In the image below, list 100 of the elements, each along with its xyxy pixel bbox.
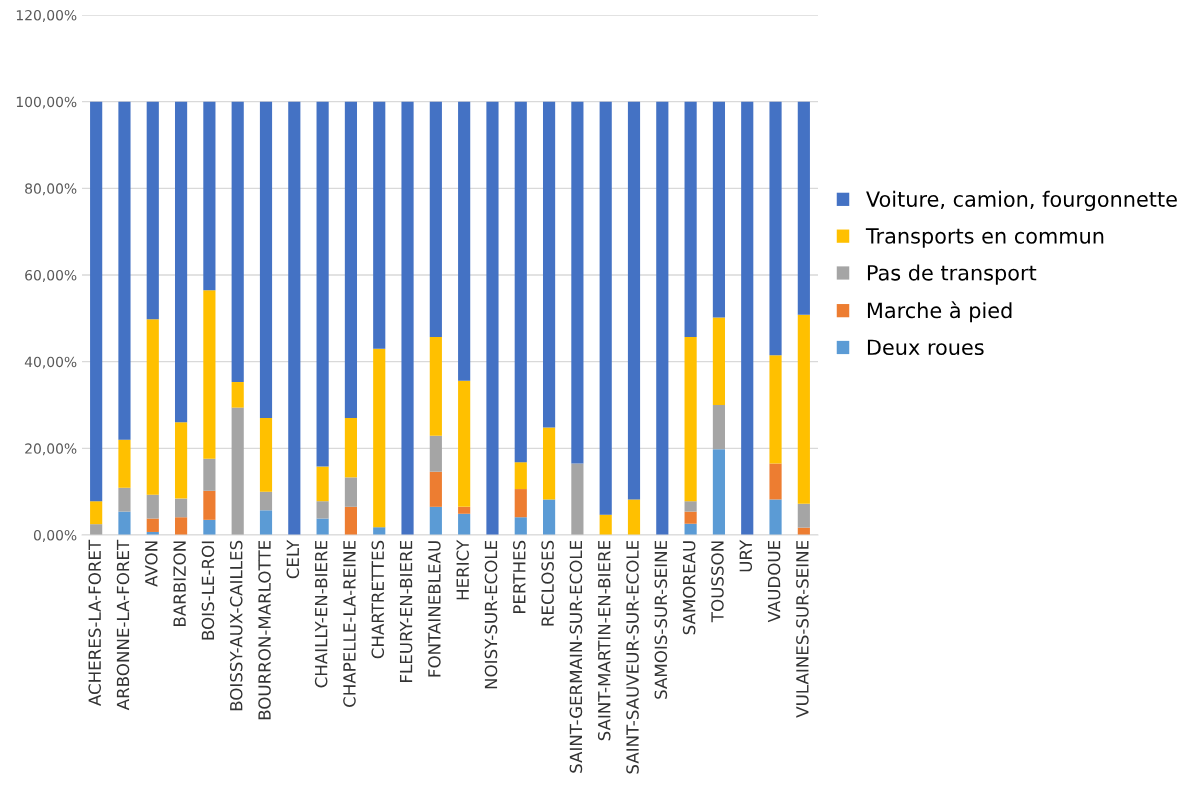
- x-tick-label: CHAILLY-EN-BIERE: [314, 540, 328, 688]
- x-tick-label: PERTHES: [513, 540, 526, 613]
- y-tick-label: 80,00%: [25, 183, 77, 196]
- bar: [712, 101, 726, 318]
- bar: [486, 101, 499, 535]
- bar: [429, 336, 442, 436]
- bar: [514, 462, 527, 490]
- bar: [259, 418, 273, 492]
- y-tick-label: 120,00%: [16, 9, 77, 22]
- legend-label: Voiture, camion, fourgonnette: [866, 190, 1177, 212]
- bar: [542, 427, 556, 500]
- bar: [429, 435, 442, 472]
- x-tick-label: FLEURY-EN-BIERE: [399, 540, 413, 682]
- bar: [316, 518, 329, 535]
- bar: [571, 463, 584, 535]
- bar: [741, 101, 754, 535]
- bar: [514, 517, 527, 535]
- bar: [174, 517, 188, 535]
- bar: [429, 506, 442, 535]
- x-tick-label: ACHERES-LA-FORET: [88, 539, 101, 706]
- bar: [316, 101, 329, 467]
- bar: [769, 355, 782, 464]
- x-tick-label: CHAPELLE-LA-REINE: [343, 540, 356, 707]
- y-tick-label: 0,00%: [33, 529, 77, 542]
- bar: [684, 336, 697, 502]
- bar: [203, 519, 216, 535]
- bar: [712, 405, 726, 450]
- bar: [316, 466, 329, 502]
- y-tick-label: 100,00%: [16, 96, 77, 109]
- bar: [118, 487, 131, 512]
- x-tick-label: TOUSSON: [711, 541, 724, 623]
- bar: [344, 418, 358, 478]
- x-tick-label: CELY: [286, 539, 300, 579]
- x-tick-label: VAUDOUE: [767, 540, 781, 623]
- bar: [174, 498, 188, 518]
- bar: [259, 491, 273, 511]
- bar: [90, 524, 103, 535]
- bar: [146, 494, 159, 519]
- bar: [797, 101, 810, 315]
- x-tick-label: AVON: [145, 541, 158, 587]
- x-tick-label: SAINT-SAUVEUR-SUR-ECOLE: [626, 540, 639, 774]
- bar: [373, 101, 386, 349]
- bar: [769, 499, 782, 535]
- bar: [542, 499, 556, 535]
- bar: [146, 101, 159, 320]
- x-tick-label: VULAINES-SUR-SEINE: [796, 540, 809, 718]
- bar: [458, 101, 471, 381]
- bar: [231, 407, 244, 535]
- bar: [458, 380, 471, 507]
- bar: [458, 513, 471, 535]
- bar: [203, 490, 216, 520]
- y-tick-label: 60,00%: [25, 269, 77, 282]
- x-tick-label: SAINT-GERMAIN-SUR-ECOLE: [569, 540, 583, 773]
- bar: [797, 314, 810, 504]
- bar: [514, 101, 527, 463]
- x-tick-label: URY: [739, 539, 753, 572]
- x-tick-label: NOISY-SUR-ECOLE: [484, 540, 498, 689]
- bar: [627, 499, 641, 535]
- bar: [684, 101, 697, 337]
- x-tick-label: HERICY: [456, 539, 469, 600]
- x-tick-label: BOURRON-MARLOTTE: [258, 540, 271, 720]
- bar: [174, 422, 188, 499]
- x-tick-label: BOIS-LE-ROI: [201, 541, 215, 640]
- x-tick-label: CHARTRETTES: [371, 540, 385, 659]
- bar: [627, 101, 641, 500]
- bar: [118, 511, 131, 535]
- x-tick-label: ARBONNE-LA-FORET: [116, 539, 130, 711]
- x-tick-label: RECLOSES: [541, 540, 554, 626]
- bar: [174, 101, 188, 423]
- x-tick-label: BARBIZON: [173, 541, 186, 626]
- bar: [599, 101, 612, 515]
- bar: [656, 101, 669, 535]
- bar: [458, 506, 471, 514]
- bar: [429, 101, 442, 337]
- y-tick-label: 20,00%: [25, 443, 77, 456]
- x-tick-label: BOISSY-AUX-CAILLES: [229, 540, 243, 711]
- bar: [769, 101, 782, 356]
- bar: [542, 101, 556, 428]
- legend-label: Marche à pied: [867, 301, 1012, 323]
- bar: [316, 501, 329, 519]
- bar: [401, 101, 414, 535]
- bar: [344, 101, 358, 418]
- bar: [146, 518, 159, 532]
- x-tick-label: SAMOIS-SUR-SEINE: [654, 540, 668, 699]
- legend-label: Deux roues: [867, 339, 984, 356]
- x-tick-label: FONTAINEBLEAU: [428, 541, 441, 677]
- bar: [146, 319, 159, 495]
- bar: [203, 458, 216, 491]
- x-tick-label: SAINT-MARTIN-EN-BIERE: [597, 540, 611, 741]
- bar: [118, 101, 131, 440]
- bar: [514, 489, 527, 518]
- x-tick-label: SAMOREAU: [682, 541, 696, 635]
- bar: [684, 511, 697, 524]
- bar: [797, 503, 810, 528]
- bar: [90, 501, 103, 525]
- bar: [231, 101, 244, 383]
- bar: [90, 101, 103, 502]
- bar: [599, 514, 612, 535]
- bar: [429, 471, 442, 507]
- legend-label: Transports en commun: [865, 228, 1104, 248]
